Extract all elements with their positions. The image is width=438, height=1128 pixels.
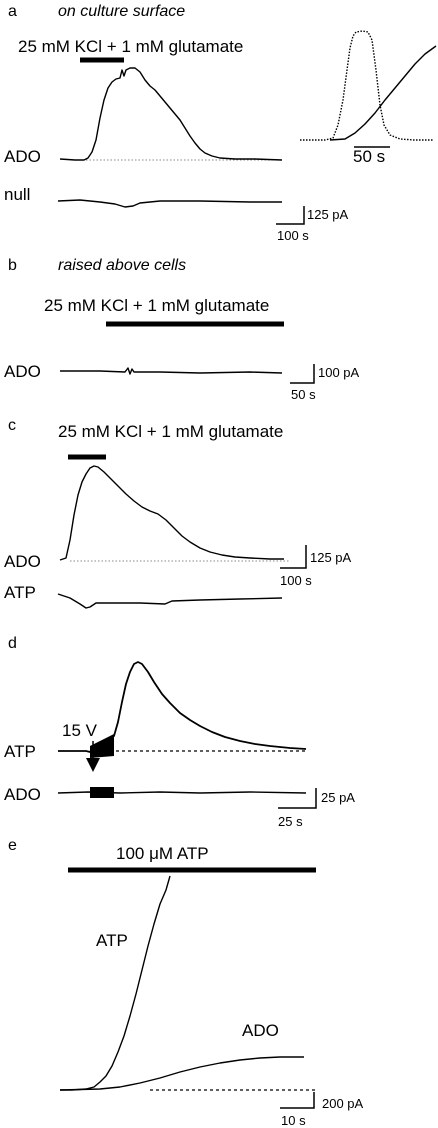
panel-e: e 100 μM ATP ATP ADO 200 pA 10 s xyxy=(8,837,364,1128)
panel-e-scale-y: 200 pA xyxy=(322,1096,364,1111)
panel-c-atp-label: ATP xyxy=(4,583,36,602)
panel-b-condition: raised above cells xyxy=(58,257,186,274)
panel-a-stimulus: 25 mM KCl + 1 mM glutamate xyxy=(18,37,243,56)
panel-e-scale-bar xyxy=(280,1092,315,1109)
panel-e-scale-x: 10 s xyxy=(281,1113,306,1128)
panel-d-letter: d xyxy=(8,635,17,652)
panel-a-scale-bar xyxy=(276,206,305,225)
panel-d-atp-artifact xyxy=(90,734,114,758)
panel-b-scale-x: 50 s xyxy=(291,387,316,402)
panel-a-null-trace xyxy=(57,199,282,208)
panel-c: c 25 mM KCl + 1 mM glutamate ADO ATP 125… xyxy=(4,417,352,609)
panel-a-inset-ado-fast-trace xyxy=(300,30,434,141)
panel-d-stimulus: 15 V xyxy=(62,721,98,740)
panel-c-letter: c xyxy=(8,417,16,434)
panel-c-ado-trace xyxy=(59,465,284,561)
panel-b: b raised above cells 25 mM KCl + 1 mM gl… xyxy=(4,257,360,402)
panel-a-condition: on culture surface xyxy=(58,3,185,20)
panel-c-scale-bar xyxy=(280,545,307,569)
panel-a-scale-y: 125 pA xyxy=(307,207,349,222)
panel-a: a on culture surface 25 mM KCl + 1 mM gl… xyxy=(4,3,437,243)
panel-b-letter: b xyxy=(8,257,17,274)
panel-d-scale-y: 25 pA xyxy=(321,790,355,805)
panel-a-ado-trace xyxy=(59,67,283,161)
panel-d: d 15 V ATP ADO 25 pA 25 s xyxy=(4,635,355,829)
panel-a-inset-ado-slow-trace xyxy=(329,45,437,141)
panel-d-scale-x: 25 s xyxy=(278,814,303,829)
panel-e-ado-label: ADO xyxy=(242,1021,279,1040)
panel-d-atp-label: ATP xyxy=(4,742,36,761)
panel-d-scale-bar xyxy=(278,788,317,809)
panel-a-inset-scale-label: 50 s xyxy=(353,147,385,166)
panel-e-atp-label: ATP xyxy=(96,931,128,950)
panel-d-ado-trace xyxy=(57,791,307,794)
panel-c-scale-x: 100 s xyxy=(280,573,312,588)
panel-c-ado-label: ADO xyxy=(4,552,41,571)
panel-e-atp-trace xyxy=(60,875,171,1091)
panel-a-scale-x: 100 s xyxy=(277,228,309,243)
panel-b-stimulus: 25 mM KCl + 1 mM glutamate xyxy=(44,296,269,315)
panel-c-atp-trace xyxy=(57,593,283,609)
panel-d-ado-label: ADO xyxy=(4,785,41,804)
panel-d-ado-artifact xyxy=(90,787,114,798)
panel-e-letter: e xyxy=(8,837,17,854)
panel-d-arrow-head xyxy=(86,758,100,772)
panel-a-letter: a xyxy=(8,3,17,20)
panel-b-ado-trace xyxy=(60,367,283,375)
panel-b-scale-y: 100 pA xyxy=(318,365,360,380)
panel-c-stimulus: 25 mM KCl + 1 mM glutamate xyxy=(58,422,283,441)
panel-b-scale-bar xyxy=(290,364,315,384)
panel-b-ado-label: ADO xyxy=(4,362,41,381)
panel-c-scale-y: 125 pA xyxy=(310,550,352,565)
panel-e-ado-trace xyxy=(59,1056,304,1091)
panel-a-null-label: null xyxy=(4,185,30,204)
panel-a-ado-label: ADO xyxy=(4,147,41,166)
panel-e-stimulus: 100 μM ATP xyxy=(116,844,209,863)
